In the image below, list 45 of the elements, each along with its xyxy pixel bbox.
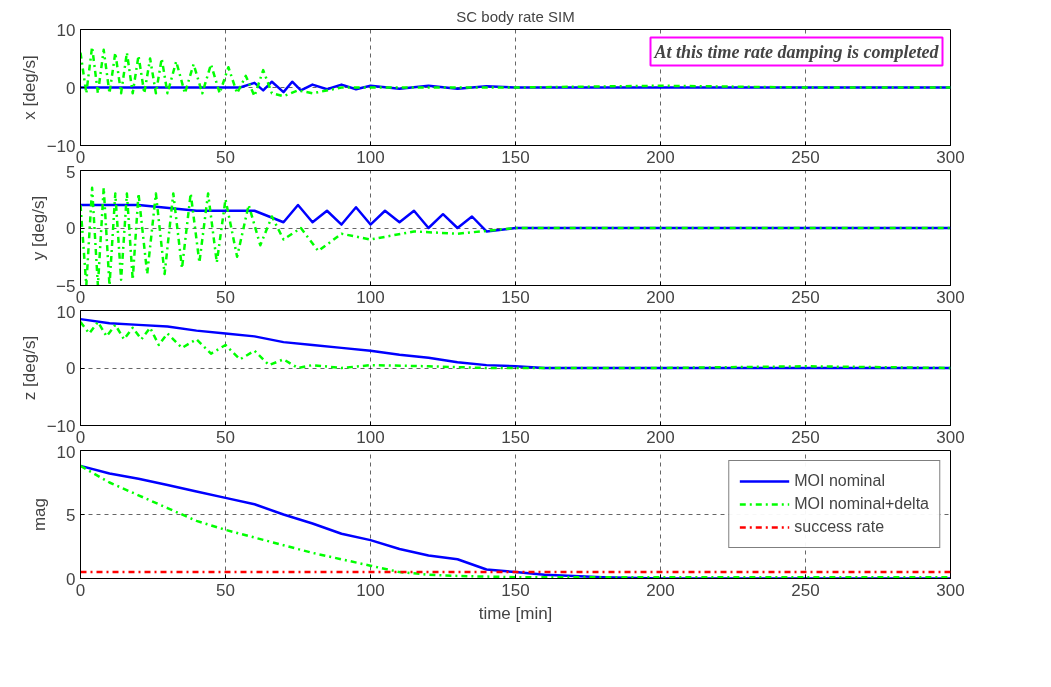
x-tick-label: 200 <box>646 580 675 600</box>
x-tick-label: 300 <box>936 427 965 447</box>
y-tick-label: −10 <box>46 136 76 156</box>
x-tick-label: 150 <box>501 287 530 307</box>
x-tick-label: 50 <box>216 147 235 167</box>
x-tick-label: 300 <box>936 147 965 167</box>
y-tick-label: 10 <box>56 20 76 40</box>
y-axis-title: mag <box>29 497 49 532</box>
legend-label: MOI nominal <box>794 472 885 490</box>
x-tick-label: 200 <box>646 287 675 307</box>
x-tick-label: 100 <box>356 147 385 167</box>
x-tick-label: 50 <box>216 427 235 447</box>
y-tick-label: 10 <box>56 302 76 322</box>
x-tick-label: 300 <box>936 580 965 600</box>
y-tick-label: 0 <box>66 78 76 98</box>
legend-label: success rate <box>794 518 885 536</box>
x-tick-label: 100 <box>356 287 385 307</box>
y-tick-label: −5 <box>56 276 76 296</box>
x-axis-title: time [min] <box>478 603 553 623</box>
y-axis-title: z [deg/s] <box>19 335 39 401</box>
x-tick-label: 150 <box>501 147 530 167</box>
x-tick-label: 250 <box>791 287 820 307</box>
y-tick-label: 5 <box>66 505 76 525</box>
x-tick-label: 200 <box>646 147 675 167</box>
x-tick-label: 250 <box>791 147 820 167</box>
annotation: At this time rate damping is completed <box>653 41 940 62</box>
x-tick-label: 250 <box>791 427 820 447</box>
x-tick-label: 200 <box>646 427 675 447</box>
y-tick-label: 0 <box>66 219 76 238</box>
x-tick-label: 50 <box>216 287 235 307</box>
y-tick-label: 10 <box>56 442 76 462</box>
x-tick-label: 250 <box>791 580 820 600</box>
x-tick-label: 50 <box>216 580 235 600</box>
y-tick-label: 5 <box>66 162 76 182</box>
y-tick-label: 0 <box>66 359 76 378</box>
y-tick-label: −10 <box>46 416 76 436</box>
y-axis-title: x [deg/s] <box>19 55 39 120</box>
x-tick-label: 150 <box>501 427 530 447</box>
x-tick-label: 100 <box>356 427 385 447</box>
x-tick-label: 150 <box>501 580 530 600</box>
y-axis-title: y [deg/s] <box>29 195 49 261</box>
chart-title: SC body rate SIM <box>456 7 575 25</box>
legend-label: MOI nominal+delta <box>794 495 929 513</box>
x-tick-label: 300 <box>936 287 965 307</box>
x-tick-label: 100 <box>356 580 385 600</box>
